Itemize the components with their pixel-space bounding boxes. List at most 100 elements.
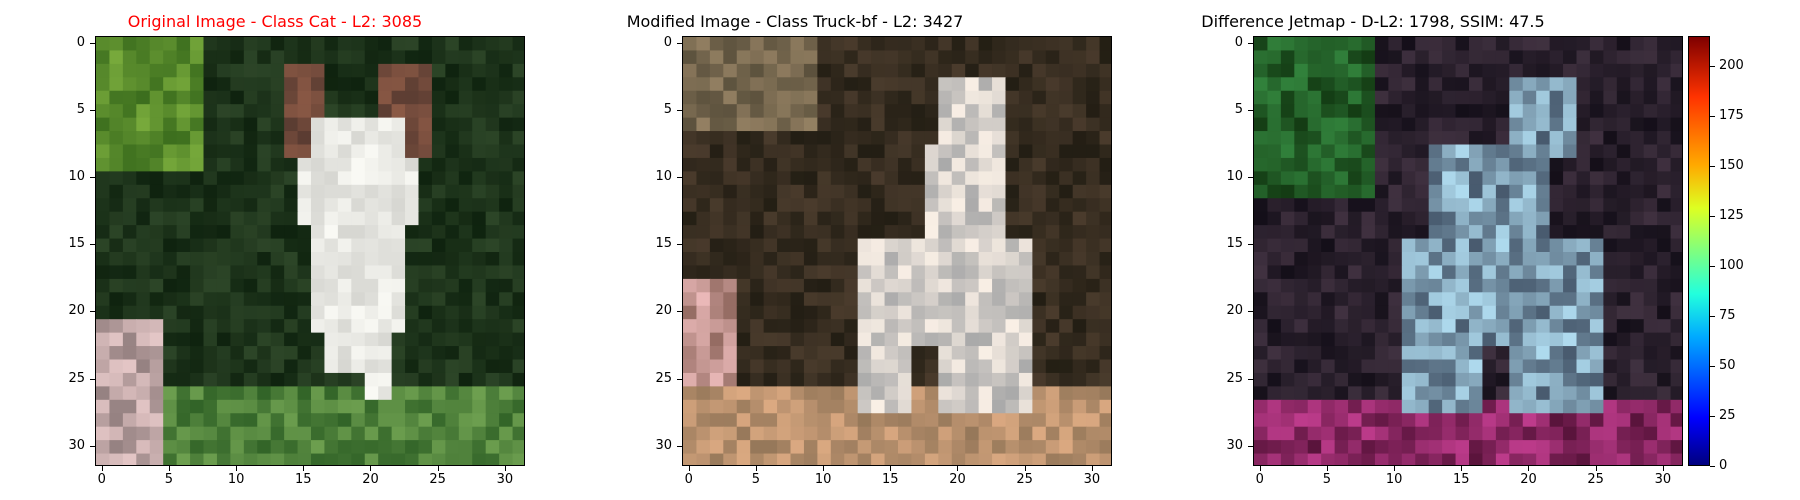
colorbar-tick-mark bbox=[1710, 166, 1715, 167]
x-tick-mark bbox=[303, 466, 305, 471]
x-tick-mark bbox=[1461, 466, 1463, 471]
x-tick-label: 0 bbox=[97, 472, 106, 487]
x-tick-mark bbox=[755, 466, 757, 471]
y-tick-label: 30 bbox=[655, 437, 672, 453]
y-tick-label: 10 bbox=[1226, 169, 1243, 185]
x-tick-mark bbox=[1091, 466, 1093, 471]
y-tick-mark bbox=[90, 177, 95, 179]
x-tick-label: 10 bbox=[1385, 472, 1403, 487]
x-tick-label: 5 bbox=[1322, 472, 1332, 487]
panel-title: Original Image - Class Cat - L2: 3085 bbox=[127, 12, 423, 31]
x-tick-label: 5 bbox=[751, 472, 761, 487]
x-tick-label: 0 bbox=[1255, 472, 1264, 487]
x-tick-mark bbox=[370, 466, 372, 471]
x-tick-label: 10 bbox=[227, 472, 245, 487]
y-tick-mark bbox=[1248, 42, 1253, 44]
modified-image bbox=[682, 36, 1112, 466]
y-tick-label: 5 bbox=[1234, 101, 1243, 117]
colorbar-tick-label: 150 bbox=[1719, 158, 1744, 173]
x-tick-mark bbox=[437, 466, 439, 471]
colorbar-tick-label: 125 bbox=[1719, 208, 1744, 223]
x-tick-mark bbox=[1595, 466, 1597, 471]
y-tick-label: 20 bbox=[68, 303, 85, 319]
x-tick-label: 20 bbox=[362, 472, 379, 487]
y-tick-mark bbox=[1248, 244, 1253, 246]
y-tick-mark bbox=[90, 244, 95, 246]
x-tick-mark bbox=[1662, 466, 1664, 471]
y-tick-mark bbox=[90, 378, 95, 380]
y-tick-mark bbox=[677, 311, 682, 313]
x-tick-mark bbox=[688, 466, 690, 471]
x-tick-mark bbox=[504, 466, 506, 471]
y-tick-label: 5 bbox=[663, 101, 672, 117]
x-tick-label: 25 bbox=[1587, 472, 1604, 487]
y-tick-mark bbox=[1248, 378, 1253, 380]
y-tick-mark bbox=[1248, 311, 1253, 313]
colorbar-tick-label: 0 bbox=[1719, 458, 1728, 473]
x-tick-label: 15 bbox=[1453, 472, 1470, 487]
y-tick-label: 25 bbox=[68, 370, 85, 386]
y-tick-label: 15 bbox=[1226, 236, 1243, 252]
x-tick-label: 25 bbox=[1016, 472, 1033, 487]
x-tick-label: 15 bbox=[882, 472, 899, 487]
x-tick-label: 30 bbox=[1654, 472, 1672, 487]
y-tick-label: 10 bbox=[655, 169, 672, 185]
original-image bbox=[95, 36, 525, 466]
x-tick-label: 20 bbox=[1520, 472, 1537, 487]
y-tick-mark bbox=[90, 109, 95, 111]
x-tick-label: 10 bbox=[814, 472, 832, 487]
y-tick-label: 30 bbox=[1226, 437, 1243, 453]
panel-title: Modified Image - Class Truck-bf - L2: 34… bbox=[626, 12, 964, 31]
x-tick-label: 5 bbox=[164, 472, 174, 487]
x-tick-label: 0 bbox=[684, 472, 693, 487]
y-tick-mark bbox=[1248, 177, 1253, 179]
x-tick-mark bbox=[236, 466, 238, 471]
colorbar-tick-mark bbox=[1710, 216, 1715, 217]
y-tick-mark bbox=[90, 445, 95, 447]
colorbar-tick-label: 25 bbox=[1719, 408, 1736, 423]
y-tick-mark bbox=[677, 244, 682, 246]
y-tick-mark bbox=[677, 109, 682, 111]
y-tick-mark bbox=[1248, 109, 1253, 111]
y-tick-mark bbox=[1248, 445, 1253, 447]
colorbar-tick-mark bbox=[1710, 116, 1715, 117]
colorbar-tick-label: 75 bbox=[1719, 308, 1736, 323]
colorbar-tick-mark bbox=[1710, 266, 1715, 267]
y-tick-mark bbox=[677, 177, 682, 179]
x-tick-mark bbox=[1259, 466, 1261, 471]
colorbar-tick-label: 175 bbox=[1719, 108, 1744, 123]
x-tick-mark bbox=[101, 466, 103, 471]
difference-jetmap-image bbox=[1253, 36, 1683, 466]
colorbar-tick-label: 50 bbox=[1719, 358, 1736, 373]
x-tick-label: 25 bbox=[429, 472, 446, 487]
x-tick-mark bbox=[957, 466, 959, 471]
y-tick-mark bbox=[90, 311, 95, 313]
y-tick-label: 30 bbox=[68, 437, 85, 453]
y-tick-mark bbox=[677, 42, 682, 44]
original-image-pixels bbox=[96, 37, 524, 465]
y-tick-label: 0 bbox=[76, 34, 85, 50]
x-tick-mark bbox=[1528, 466, 1530, 471]
y-tick-label: 0 bbox=[1234, 34, 1243, 50]
y-tick-label: 15 bbox=[68, 236, 85, 252]
colorbar-tick-mark bbox=[1710, 316, 1715, 317]
colorbar-tick-mark bbox=[1710, 66, 1715, 67]
y-tick-mark bbox=[677, 445, 682, 447]
x-tick-mark bbox=[1394, 466, 1396, 471]
y-tick-label: 0 bbox=[663, 34, 672, 50]
x-tick-mark bbox=[890, 466, 892, 471]
colorbar bbox=[1688, 36, 1710, 466]
x-tick-label: 30 bbox=[496, 472, 514, 487]
x-tick-mark bbox=[168, 466, 170, 471]
x-tick-mark bbox=[823, 466, 825, 471]
panel-original: Original Image - Class Cat - L2: 3085 bbox=[0, 0, 620, 500]
colorbar-tick-label: 100 bbox=[1719, 258, 1744, 273]
y-tick-mark bbox=[677, 378, 682, 380]
y-tick-label: 20 bbox=[655, 303, 672, 319]
modified-image-pixels bbox=[683, 37, 1111, 465]
x-tick-mark bbox=[1326, 466, 1328, 471]
y-tick-label: 5 bbox=[76, 101, 85, 117]
colorbar-tick-mark bbox=[1710, 466, 1715, 467]
y-tick-label: 25 bbox=[1226, 370, 1243, 386]
